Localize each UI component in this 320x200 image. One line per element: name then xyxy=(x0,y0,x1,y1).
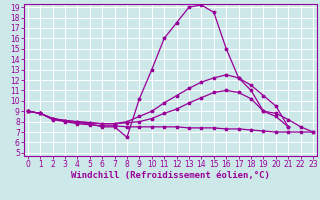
X-axis label: Windchill (Refroidissement éolien,°C): Windchill (Refroidissement éolien,°C) xyxy=(71,171,270,180)
